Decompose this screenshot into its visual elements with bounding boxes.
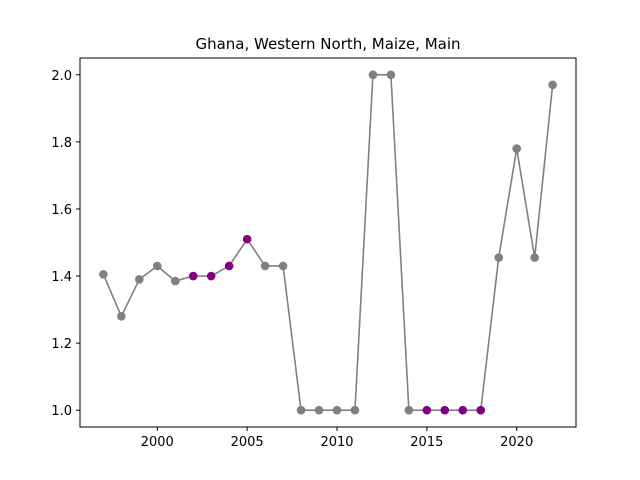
x-tick-label: 2020 xyxy=(500,435,533,450)
data-point xyxy=(350,405,360,415)
axes: 2000 2005 2010 2015 2020 1.0 1.2 1.4 1.6 1.8 2.0 xyxy=(51,69,533,450)
highlighted-data-point xyxy=(440,405,450,415)
highlighted-data-point xyxy=(206,271,216,281)
chart-title: Ghana, Western North, Maize, Main xyxy=(195,35,460,53)
data-point xyxy=(260,261,270,271)
data-point xyxy=(530,253,539,262)
highlighted-data-point xyxy=(242,234,252,244)
data-point xyxy=(512,144,521,153)
y-tick-label: 1.6 xyxy=(51,203,72,218)
data-point xyxy=(368,70,378,80)
data-point xyxy=(314,405,324,415)
highlighted-data-point xyxy=(224,261,234,271)
x-tick-label: 2005 xyxy=(231,435,264,450)
data-point xyxy=(548,80,557,90)
data-point xyxy=(117,312,126,321)
y-tick-label: 1.8 xyxy=(51,136,72,151)
plot-frame xyxy=(79,57,577,428)
y-tick-label: 1.0 xyxy=(51,404,72,419)
data-point xyxy=(332,405,342,415)
x-tick-label: 2000 xyxy=(141,435,174,450)
data-point xyxy=(494,253,504,262)
data-point xyxy=(135,275,144,284)
y-tick-label: 1.4 xyxy=(51,270,72,285)
data-point xyxy=(152,261,162,271)
data-point xyxy=(278,261,288,271)
y-tick-label: 2.0 xyxy=(51,69,72,84)
data-point xyxy=(99,270,108,279)
highlighted-data-point xyxy=(476,405,486,415)
highlighted-data-point xyxy=(422,405,432,415)
x-tick-label: 2010 xyxy=(320,435,353,450)
data-point xyxy=(404,405,414,415)
y-tick-label: 1.2 xyxy=(51,337,72,352)
highlighted-data-point xyxy=(188,271,198,281)
data-point xyxy=(170,276,180,286)
highlighted-data-point xyxy=(458,405,468,415)
data-point xyxy=(296,405,306,415)
markers-group xyxy=(99,70,557,415)
data-point xyxy=(386,70,396,80)
x-tick-label: 2015 xyxy=(410,435,443,450)
